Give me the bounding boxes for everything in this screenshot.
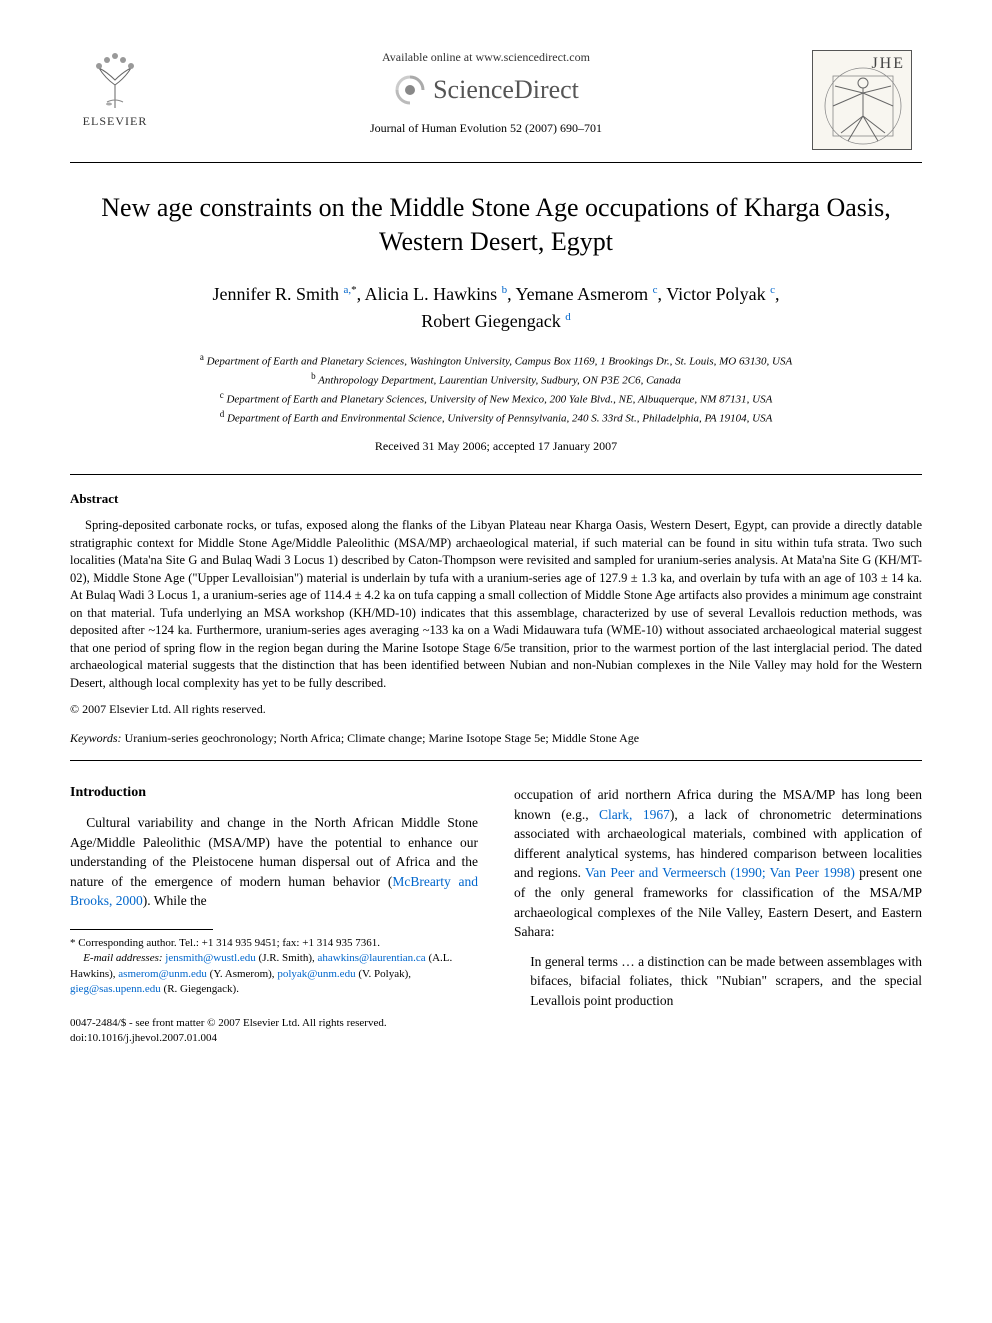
affiliation-line: d Department of Earth and Environmental … [70, 408, 922, 427]
block-quote: In general terms … a distinction can be … [530, 952, 922, 1011]
author-list: Jennifer R. Smith a,*, Alicia L. Hawkins… [70, 281, 922, 335]
introduction-heading: Introduction [70, 785, 478, 801]
affiliation-line: c Department of Earth and Planetary Scie… [70, 389, 922, 408]
body-columns: Introduction Cultural variability and ch… [70, 785, 922, 1046]
footnote-rule [70, 929, 213, 930]
intro-para-1-left: Cultural variability and change in the N… [70, 813, 478, 911]
header-divider [70, 162, 922, 163]
journal-cover-block: JHE [812, 50, 922, 150]
keywords-line: Keywords: Uranium-series geochronology; … [70, 731, 922, 746]
email-link[interactable]: gieg@sas.upenn.edu [70, 983, 161, 995]
sciencedirect-wordmark: ScienceDirect [433, 75, 579, 105]
keywords-text: Uranium-series geochronology; North Afri… [125, 731, 640, 745]
citation-vanpeer[interactable]: Van Peer and Vermeersch (1990; Van Peer … [585, 865, 855, 880]
intro-text-1b: ). While the [143, 893, 207, 908]
affiliation-line: b Anthropology Department, Laurentian Un… [70, 370, 922, 389]
abstract-copyright: © 2007 Elsevier Ltd. All rights reserved… [70, 702, 922, 717]
email-link[interactable]: asmerom@unm.edu [118, 968, 207, 980]
sciencedirect-logo: ScienceDirect [160, 73, 812, 107]
abstract-heading: Abstract [70, 491, 922, 507]
keywords-label: Keywords: [70, 731, 122, 745]
affiliations: a Department of Earth and Planetary Scie… [70, 351, 922, 428]
abstract-body-text: Spring-deposited carbonate rocks, or tuf… [70, 517, 922, 692]
journal-reference: Journal of Human Evolution 52 (2007) 690… [160, 121, 812, 136]
vitruvian-icon [813, 51, 913, 151]
header-center: Available online at www.sciencedirect.co… [160, 50, 812, 136]
available-online-text: Available online at www.sciencedirect.co… [160, 50, 812, 65]
left-column: Introduction Cultural variability and ch… [70, 785, 478, 1046]
footnotes: * Corresponding author. Tel.: +1 314 935… [70, 936, 478, 998]
footer-left: 0047-2484/$ - see front matter © 2007 El… [70, 1016, 478, 1047]
corresponding-author-note: * Corresponding author. Tel.: +1 314 935… [70, 936, 478, 951]
abstract-bottom-rule [70, 760, 922, 761]
email-link[interactable]: jensmith@wustl.edu [165, 952, 256, 964]
issn-line: 0047-2484/$ - see front matter © 2007 El… [70, 1016, 478, 1031]
citation-clark[interactable]: Clark, 1967 [599, 807, 670, 822]
received-dates: Received 31 May 2006; accepted 17 Januar… [70, 439, 922, 454]
journal-header: ELSEVIER Available online at www.science… [70, 50, 922, 150]
elsevier-label: ELSEVIER [83, 114, 148, 129]
article-title: New age constraints on the Middle Stone … [70, 191, 922, 259]
doi-line: doi:10.1016/j.jhevol.2007.01.004 [70, 1031, 478, 1046]
sciencedirect-swirl-icon [393, 73, 427, 107]
abstract-text: Spring-deposited carbonate rocks, or tuf… [70, 517, 922, 692]
elsevier-tree-icon [85, 50, 145, 110]
right-column: occupation of arid northern Africa durin… [514, 785, 922, 1046]
email-addresses: E-mail addresses: jensmith@wustl.edu (J.… [70, 951, 478, 997]
elsevier-logo-block: ELSEVIER [70, 50, 160, 129]
email-link[interactable]: polyak@unm.edu [277, 968, 355, 980]
jhe-cover-icon: JHE [812, 50, 912, 150]
email-link[interactable]: ahawkins@laurentian.ca [318, 952, 426, 964]
affiliation-line: a Department of Earth and Planetary Scie… [70, 351, 922, 370]
intro-para-1-right: occupation of arid northern Africa durin… [514, 785, 922, 942]
abstract-top-rule [70, 474, 922, 475]
